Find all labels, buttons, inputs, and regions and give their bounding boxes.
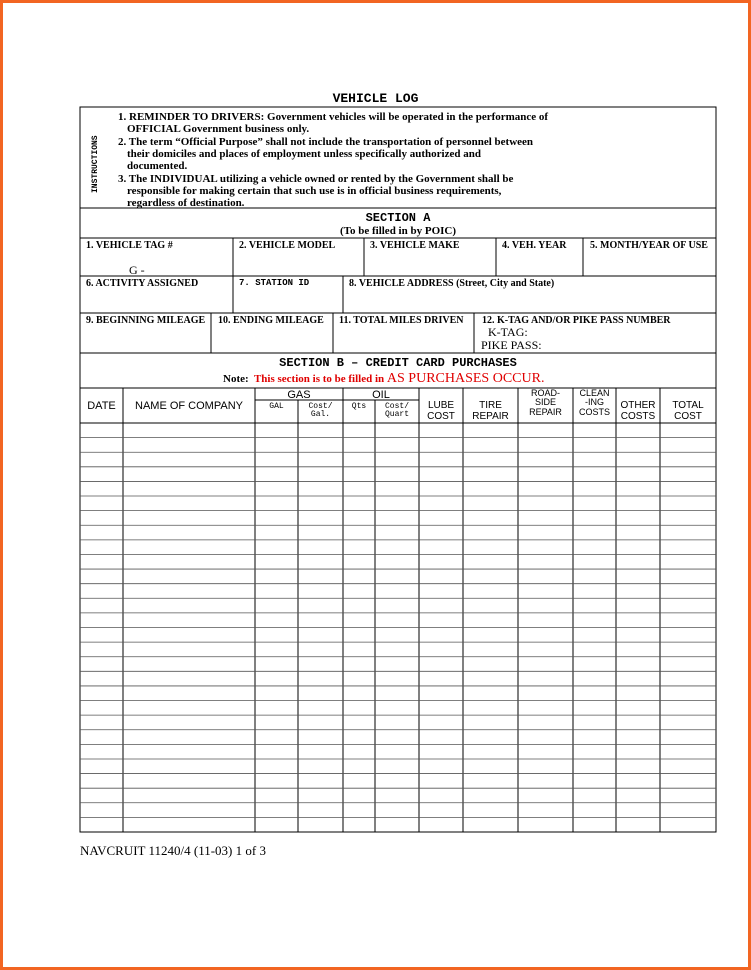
title: VEHICLE LOG [332,91,419,106]
header-line: GAS [287,389,311,401]
column-header: CLEAN -ING COSTS [573,388,616,417]
header-line: GAL [269,402,284,411]
column-header: OTHER COSTS [616,400,660,422]
header-line: OTHER [620,400,656,411]
field-label: 6. ACTIVITY ASSIGNED [86,278,199,289]
column-header: TIRE REPAIR [463,400,518,422]
column-header: LUBE COST [419,400,463,422]
header-line: REPAIR [472,410,509,422]
column-header: OIL [343,389,419,402]
column-header: Cost/Gal. [298,402,343,420]
pike-pass-label: PIKE PASS: [481,338,542,352]
instruction-line: their domiciles and places of employment… [127,148,481,160]
note-emphasis: AS PURCHASES OCCUR. [386,371,545,386]
field-label: 10. ENDING MILEAGE [218,315,324,326]
note-label: Note: [223,373,249,385]
header-line: OIL [372,389,390,401]
header-line: Gal. [310,410,331,420]
form-lines [79,106,717,833]
column-header: DATE [80,400,123,413]
field-label: 5. MONTH/YEAR OF USE [590,240,708,251]
instruction-line: OFFICIAL Government business only. [127,123,310,135]
section-a-subtitle: (To be filled in by POIC) [339,225,457,237]
column-header: Qts [343,402,375,411]
column-header: Cost/Quart [375,402,419,420]
field-label: 9. BEGINNING MILEAGE [86,315,206,326]
instructions-label: INSTRUCTIONS [91,135,100,193]
instruction-line: 1. REMINDER TO DRIVERS: Government vehic… [118,111,549,123]
column-header: TOTAL COST [660,400,716,422]
header-line: Qts [351,402,367,411]
instruction-line: 2. The term “Official Purpose” shall not… [118,136,534,148]
instruction-line: regardless of destination. [127,197,245,209]
section-b-title: SECTION B – CREDIT CARD PURCHASES [279,356,517,370]
field-label: 8. VEHICLE ADDRESS (Street, City and Sta… [349,278,555,289]
header-line: -ING [585,397,604,408]
column-header: ROAD- SIDE REPAIR [518,388,573,417]
header-line: COSTS [578,406,610,417]
footer: NAVCRUIT 11240/4 (11-03) 1 of 3 [80,843,266,858]
header-line: Cost/ [308,402,333,411]
vehicle-tag-value: G - [129,263,145,277]
header-line: SIDE [534,397,556,408]
form-border [79,106,717,833]
field-label: 4. VEH. YEAR [502,240,567,251]
field-label: 11. TOTAL MILES DRIVEN [339,315,464,326]
header-line: ROAD- [531,388,560,398]
field-label: 1. VEHICLE TAG # [86,240,173,251]
header-line: REPAIR [529,406,562,417]
header-line: COST [674,410,702,422]
header-line: COSTS [620,410,656,422]
header-line: TIRE [479,400,502,411]
header-line: LUBE [427,400,455,411]
header-line: TOTAL [672,400,704,411]
section-a-title: SECTION A [365,211,431,225]
header-line: COST [427,410,455,422]
field-label: 3. VEHICLE MAKE [370,240,460,251]
column-header: NAME OF COMPANY [123,400,255,413]
header-line: DATE [87,400,116,412]
instruction-line: documented. [127,160,188,172]
header-line: Quart [384,410,409,420]
header-line: Cost/ [384,402,409,411]
column-header: GAS [255,389,343,402]
note-text: This section is to be filled in [253,373,385,385]
instruction-line: 3. The INDIVIDUAL utilizing a vehicle ow… [118,173,514,185]
section-b-note: Note: This section is to be filled in AS… [223,372,544,386]
field-label: 7. STATION ID [239,278,310,288]
field-label: 12. K-TAG AND/OR PIKE PASS NUMBER [482,315,671,326]
header-line: NAME OF COMPANY [135,400,243,412]
header-line: CLEAN [579,388,610,398]
field-label: 2. VEHICLE MODEL [239,240,336,251]
k-tag-label: K-TAG: [488,325,528,339]
instruction-line: responsible for making certain that such… [127,185,502,197]
column-header: GAL [255,402,298,411]
